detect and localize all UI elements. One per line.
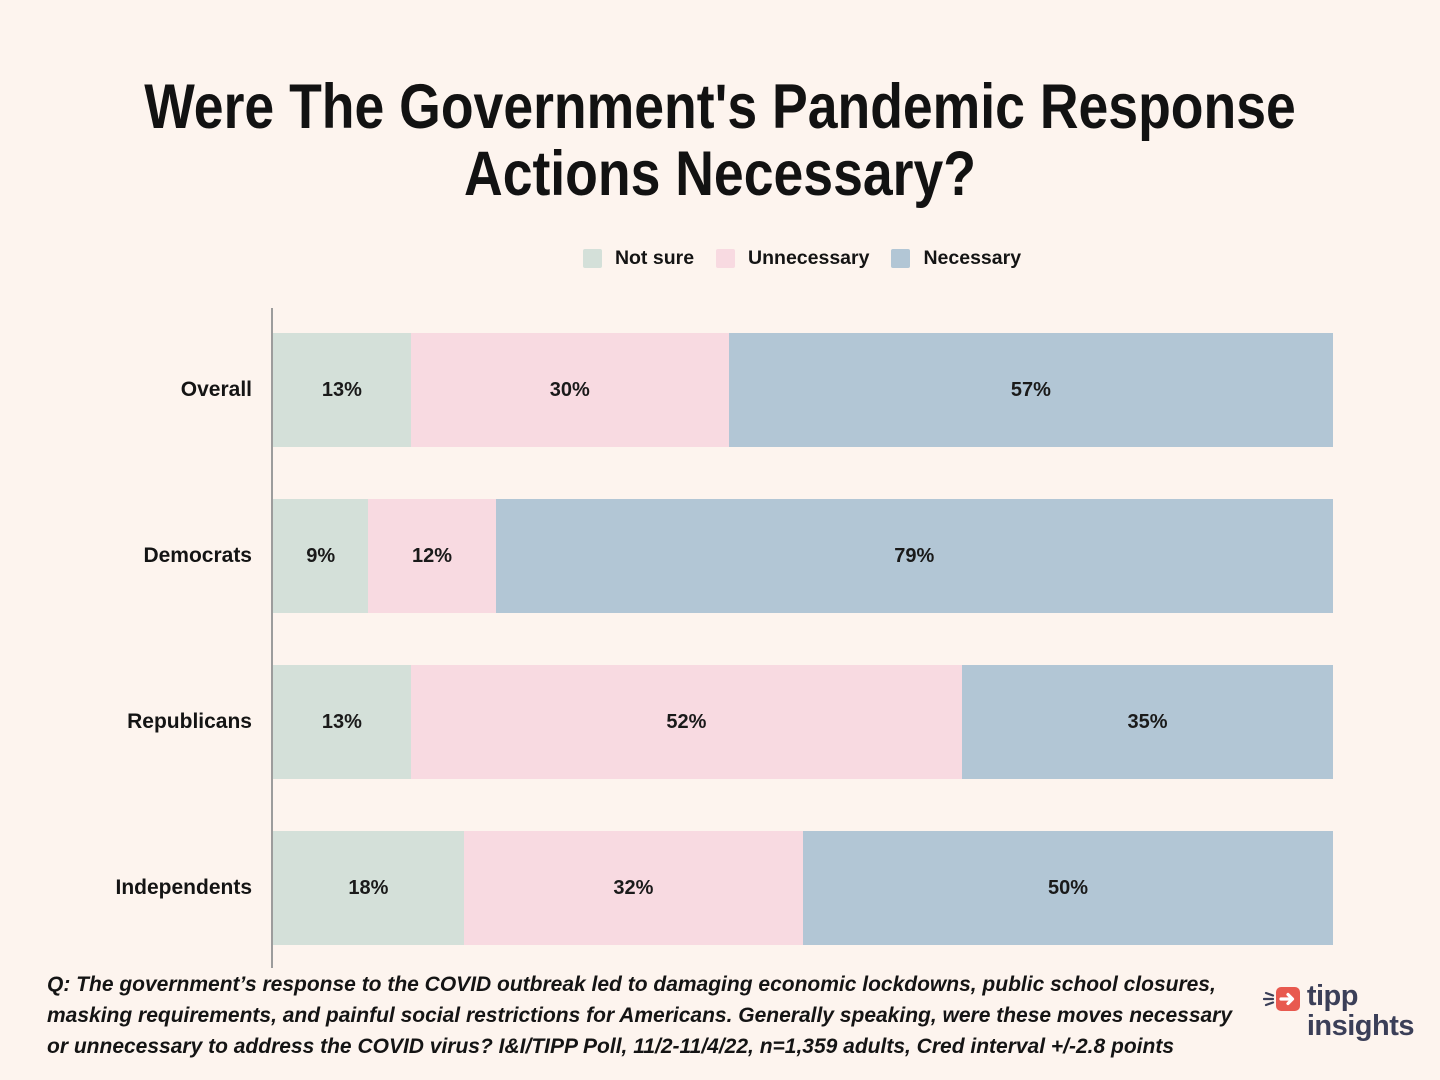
question-footnote: Q: The government’s response to the COVI…: [47, 973, 1233, 1058]
stacked-bar: 18% 32% 50%: [273, 831, 1333, 945]
category-label: Independents: [115, 876, 252, 899]
legend-item-unnecessary: Unnecessary: [716, 247, 869, 270]
category-label: Republicans: [127, 710, 252, 733]
bar-segment-unnecessary: 12%: [368, 499, 496, 613]
tipp-insights-logo: tipp insights: [1262, 980, 1415, 1042]
bar-segment-not-sure: 13%: [273, 665, 411, 779]
chart-row-overall: Overall 13% 30% 57%: [181, 333, 1333, 447]
bar-value-label: 30%: [549, 378, 590, 401]
bar-segment-not-sure: 13%: [273, 333, 411, 447]
bar-value-label: 52%: [666, 710, 707, 733]
logo-text-tipp: tipp: [1306, 980, 1359, 1012]
chart-row-independents: Independents 18% 32% 50%: [115, 831, 1333, 945]
legend-swatch: [891, 248, 911, 268]
category-label: Overall: [180, 378, 252, 401]
stacked-bar: 9% 12% 79%: [273, 499, 1333, 613]
bar-segment-unnecessary: 52%: [410, 665, 962, 779]
legend-item-necessary: Necessary: [891, 247, 1021, 270]
legend-item-not-sure: Not sure: [582, 246, 695, 270]
plot-area: Overall 13% 30% 57% Democrats 9% 12% 79% Republi…: [115, 308, 1333, 968]
stacked-bar: 13% 30% 57%: [273, 333, 1333, 447]
tipp-arrow-icon: [1262, 987, 1300, 1011]
bar-value-label: 13%: [321, 378, 362, 401]
bar-value-label: 13%: [321, 710, 362, 733]
bar-segment-unnecessary: 30%: [410, 333, 729, 447]
chart-row-republicans: Republicans 13% 52% 35%: [127, 665, 1333, 779]
bar-segment-not-sure: 9%: [273, 499, 369, 613]
legend-label: Not sure: [614, 246, 695, 269]
bar-segment-unnecessary: 32%: [463, 831, 803, 945]
bar-segment-necessary: 50%: [802, 831, 1333, 945]
legend-swatch: [716, 248, 736, 268]
bar-value-label: 18%: [348, 876, 389, 899]
legend-swatch: [582, 248, 602, 268]
bar-segment-necessary: 35%: [961, 665, 1333, 779]
stacked-bar: 13% 52% 35%: [273, 665, 1333, 779]
bar-value-label: 79%: [894, 544, 935, 567]
bar-value-label: 50%: [1047, 876, 1088, 899]
chart-title: Were The Government's Pandemic Response …: [144, 72, 1296, 209]
bar-value-label: 9%: [306, 544, 336, 567]
bar-segment-necessary: 79%: [495, 499, 1333, 613]
legend-label: Unnecessary: [748, 246, 870, 269]
bar-value-label: 35%: [1127, 710, 1168, 733]
legend-label: Necessary: [923, 246, 1022, 269]
category-label: Democrats: [143, 544, 252, 567]
chart-row-democrats: Democrats 9% 12% 79%: [143, 499, 1333, 613]
chart-legend: Not sure Unnecessary Necessary: [272, 243, 1332, 273]
logo-text-insights: insights: [1306, 1010, 1415, 1042]
bar-value-label: 32%: [613, 876, 654, 899]
bar-segment-not-sure: 18%: [273, 831, 464, 945]
bar-value-label: 57%: [1010, 378, 1051, 401]
bar-value-label: 12%: [411, 544, 452, 567]
bar-segment-necessary: 57%: [728, 333, 1333, 447]
